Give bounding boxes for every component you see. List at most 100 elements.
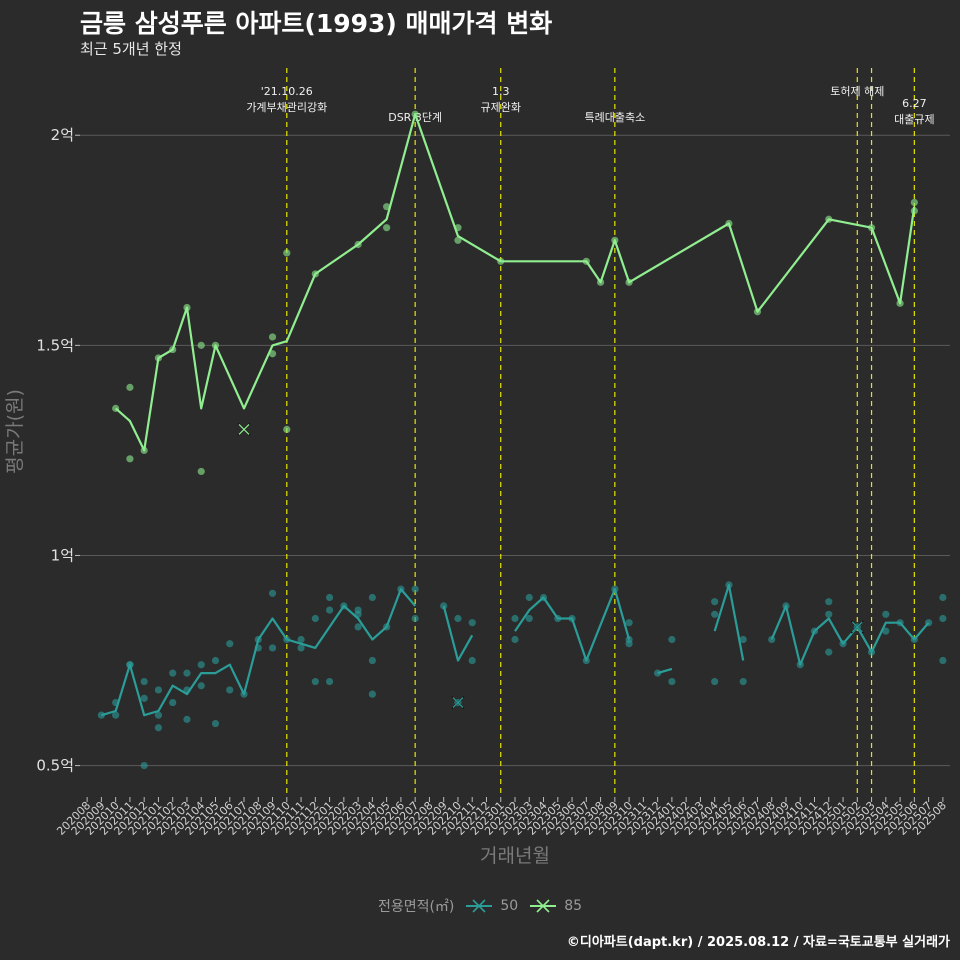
series-line	[442, 605, 474, 662]
data-point	[825, 598, 833, 606]
event-label: 규제완화	[480, 101, 520, 114]
y-tick-label: 1.5억	[36, 336, 74, 354]
data-point	[140, 677, 148, 686]
data-point	[126, 455, 134, 463]
data-point	[183, 715, 191, 723]
data-point	[739, 635, 747, 644]
data-point	[368, 690, 376, 698]
data-point	[154, 711, 163, 719]
data-point	[325, 593, 334, 602]
data-point	[311, 677, 319, 686]
data-point	[154, 724, 163, 732]
series-line	[770, 604, 930, 666]
data-point	[511, 614, 519, 623]
data-point	[368, 593, 376, 602]
legend-label-85: 85	[564, 898, 583, 914]
data-point	[140, 694, 148, 702]
data-point	[311, 614, 319, 623]
axis-labels: 0.5억1억1.5억2억평균가(원)2020082020092020102020…	[4, 126, 949, 867]
chart-subtitle: 최근 5개년 한정	[80, 40, 182, 58]
data-point	[325, 606, 334, 614]
data-point	[910, 198, 918, 207]
y-tick-label: 2억	[51, 126, 74, 144]
grid-lines	[75, 134, 950, 802]
data-point	[468, 619, 476, 627]
data-point	[368, 656, 376, 665]
data-point	[197, 661, 205, 669]
legend-key-50	[466, 899, 493, 913]
data-point	[197, 341, 205, 349]
data-point	[454, 236, 462, 244]
event-label: 특례대출축소	[584, 111, 645, 124]
event-label: 6.27	[902, 97, 927, 110]
data-point	[268, 589, 277, 597]
data-point	[468, 656, 476, 665]
data-point	[211, 719, 220, 728]
data-point	[525, 614, 533, 623]
data-point	[169, 698, 177, 707]
data-point	[411, 585, 419, 593]
series-line	[101, 588, 417, 717]
data-point	[197, 682, 205, 690]
series-line	[657, 667, 673, 675]
data-point	[354, 623, 362, 631]
chart-title: 금릉 삼성푸른 아파트(1993) 매매가격 변화	[80, 9, 553, 38]
cancelled-marker	[851, 621, 863, 633]
data-point	[283, 425, 291, 433]
event-label: 가계부채관리강화	[246, 101, 327, 114]
data-point	[297, 644, 305, 652]
data-point	[739, 677, 747, 686]
series-line	[713, 583, 745, 661]
data-point	[882, 627, 890, 635]
x-axis-title: 거래년월	[480, 845, 550, 867]
data-point	[625, 619, 633, 627]
data-point	[711, 610, 719, 618]
data-point	[297, 635, 305, 644]
event-label: 대출규제	[894, 113, 934, 126]
data-point	[169, 669, 177, 677]
data-point	[668, 635, 676, 644]
series-85	[112, 110, 918, 476]
data-point	[268, 333, 277, 341]
source-caption: ©디아파트(dapt.kr) / 2025.08.12 / 자료=국토교통부 실…	[566, 935, 950, 950]
data-point	[268, 644, 277, 652]
legend-item-85: 85	[528, 896, 582, 916]
data-point	[211, 656, 220, 665]
legend-title: 전용면적(㎡)	[377, 899, 455, 915]
data-point	[668, 677, 676, 686]
data-point	[126, 383, 134, 391]
series-50	[97, 581, 947, 770]
data-point	[825, 648, 833, 656]
y-axis-title: 평균가(원)	[4, 389, 26, 474]
legend-key-85	[530, 899, 557, 913]
data-point	[440, 602, 448, 610]
data-point	[411, 614, 419, 623]
data-point	[625, 640, 633, 648]
data-point	[283, 249, 291, 257]
data-point	[383, 224, 391, 232]
data-point	[511, 635, 519, 644]
data-point	[197, 467, 205, 476]
event-label: '21.10.26	[261, 85, 313, 98]
data-point	[140, 761, 148, 770]
data-point	[939, 656, 947, 665]
event-label: 토허제 해제	[830, 84, 884, 98]
data-point	[454, 614, 462, 623]
cancelled-marker	[238, 423, 250, 435]
data-point	[325, 677, 334, 686]
series-line	[514, 588, 631, 662]
data-point	[939, 593, 947, 602]
data-point	[354, 606, 362, 614]
legend-label-50: 50	[500, 898, 519, 914]
data-point	[711, 598, 719, 606]
series-line	[114, 113, 916, 452]
data-point	[825, 610, 833, 618]
data-point	[882, 610, 890, 618]
series-layer	[97, 110, 947, 770]
data-point	[711, 677, 719, 686]
data-point	[112, 711, 120, 719]
legend: 전용면적(㎡) 50 85	[0, 896, 960, 916]
data-point	[154, 686, 163, 694]
